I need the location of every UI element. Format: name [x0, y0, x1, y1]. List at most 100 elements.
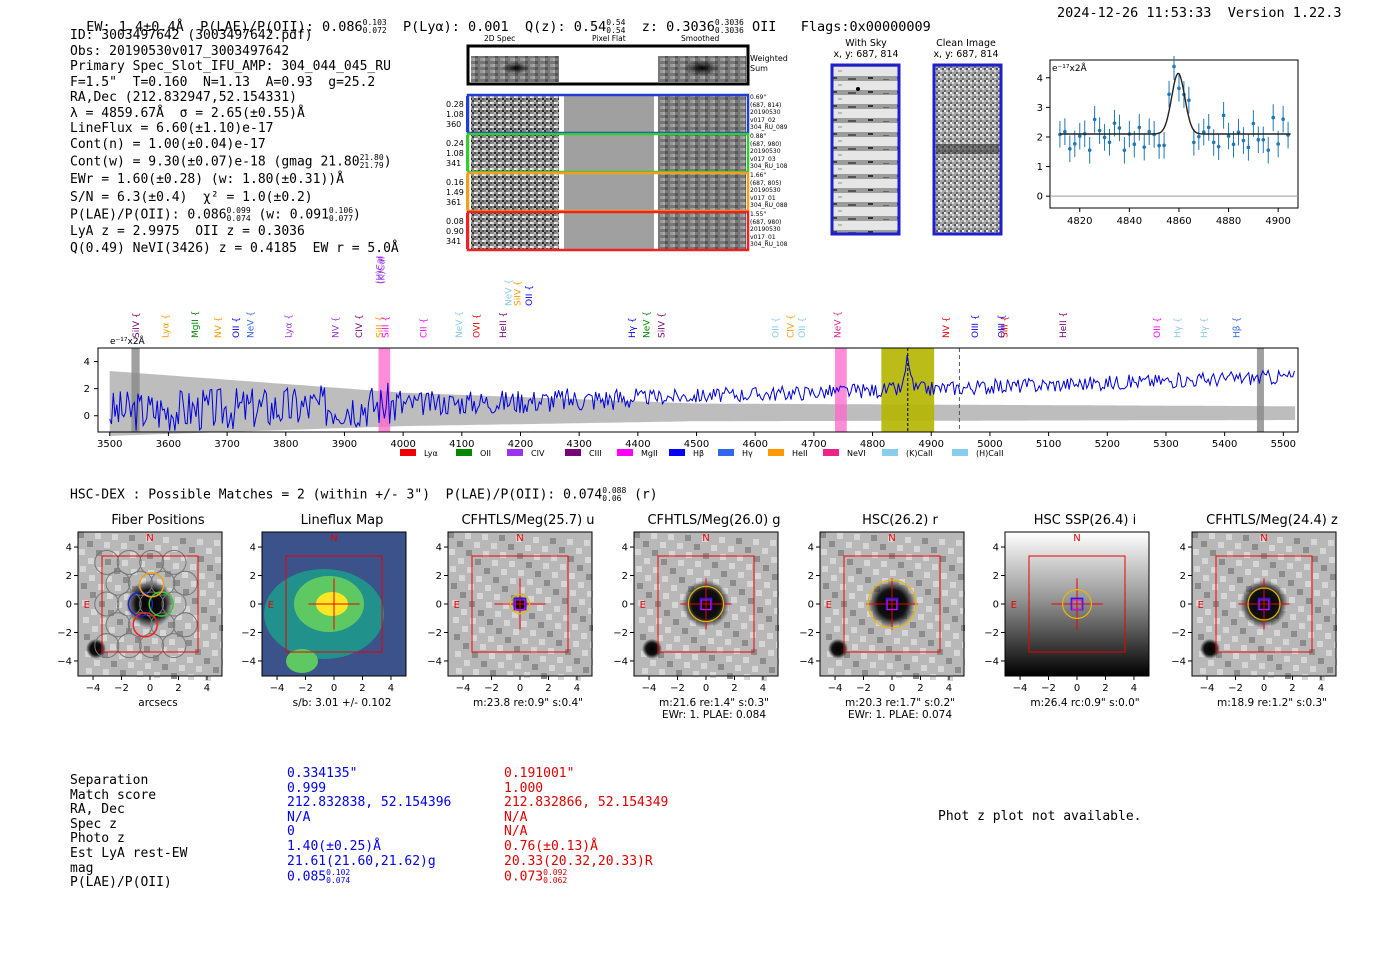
panel-ytick: 0	[808, 600, 814, 611]
col2-mag: 20.33(20.32,20.33)R	[504, 853, 653, 869]
panel-title: HSC(26.2) r	[862, 513, 938, 528]
panel-xtick: −2	[484, 683, 499, 694]
cutout-meta-d5: 304_RU_089	[750, 124, 788, 131]
legend-label: Hγ	[742, 449, 753, 458]
cutout-meta-d2: (687, 980)	[750, 218, 782, 226]
panel-ytick: −2	[1171, 628, 1186, 639]
zoom-data-point	[1216, 144, 1221, 149]
panel-ytick: 4	[1180, 543, 1186, 554]
panel-xtick: −2	[856, 683, 871, 694]
panel-title: CFHTLS/Meg(26.0) g	[647, 513, 781, 528]
cutout-stat-a: 0.16	[446, 178, 464, 187]
label-photo-z: Photo z	[70, 831, 125, 847]
zoom-data-point	[1206, 125, 1211, 130]
panel-caption: m:20.3 re:1.7" s:0.2" EWr: 1. PLAE: 0.074	[815, 697, 985, 721]
panel-ytick: −4	[427, 656, 442, 667]
panel-xtick: 2	[545, 683, 551, 694]
col1-match-score: 0.999	[287, 780, 327, 796]
line-id-label: SiII {	[376, 316, 386, 338]
cutout-meta-d3: 20190530	[750, 109, 781, 116]
full-spec-ytick: 2	[84, 384, 90, 395]
info-primary: Primary Spec_Slot_IFU_AMP: 304_044_045_R…	[70, 59, 391, 74]
full-spec-xtick: 4700	[801, 439, 826, 450]
line-id-label: SiII {	[1001, 316, 1011, 338]
panel-xtick: −4	[828, 683, 843, 694]
full-spec-frame	[97, 347, 1299, 433]
col1-spec-z: N/A	[287, 809, 311, 825]
cutout-meta-d3: 20190530	[750, 148, 781, 155]
line-id-label: OIII {	[998, 314, 1008, 338]
info-sn: S/N = 6.3(±0.4) χ² = 1.0(±0.2)	[70, 189, 313, 205]
label-radec: RA, Dec	[70, 802, 125, 818]
zoom-data-point	[1236, 130, 1241, 134]
panel-ytick: 2	[993, 571, 999, 582]
east-label: E	[1011, 600, 1017, 611]
panel-ytick: 0	[993, 600, 999, 611]
full-spec-xtick: 5200	[1095, 439, 1120, 450]
zoom-data-point	[1226, 134, 1231, 138]
label-mag: mag	[70, 860, 94, 876]
panel-ytick: 2	[436, 571, 442, 582]
col2-plae-up: 0.092	[543, 868, 568, 878]
panel-xtick: −4	[456, 683, 471, 694]
panel-caption: m:26.4 rc:0.9" s:0.0"	[1000, 697, 1170, 709]
full-spec-xtick: 4000	[390, 439, 415, 450]
legend-swatch	[400, 449, 416, 456]
panel-ytick: −4	[241, 656, 256, 667]
header-z-line: OII	[751, 19, 777, 35]
header-line: EW: 1.4±0.4Å P(LAE)/P(OII): 0.0860.103 0.…	[70, 3, 931, 36]
legend-swatch	[768, 449, 784, 456]
cutout-stat-c: 360	[446, 120, 462, 129]
cutout-rows	[466, 93, 750, 252]
zoom-data-point	[1197, 134, 1201, 139]
panel-xtick: 2	[1102, 683, 1108, 694]
panel-image-u: N E 4 −4 2 −2 0 0 −2 2 −4 4	[427, 531, 593, 694]
zoom-data-point	[1068, 146, 1072, 151]
panel-xtick: −4	[270, 683, 285, 694]
info-plae-up: 0.099	[226, 206, 251, 215]
zoom-data-point	[1157, 143, 1161, 148]
panel-xtick: −4	[1200, 683, 1215, 694]
col1-plae-lo: 0.074	[326, 876, 351, 886]
panel-ytick: 4	[993, 543, 999, 554]
panel-xtick: 4	[1131, 683, 1137, 694]
zoom-data-point	[1261, 137, 1266, 142]
zoom-xtick: 4840	[1117, 216, 1142, 227]
full-spec-xtick: 4100	[449, 439, 474, 450]
cutout-stat-a: 0.28	[446, 100, 464, 109]
north-label: N	[888, 533, 895, 544]
line-id-label: OII {	[1153, 317, 1163, 338]
zoom-data-point	[1117, 126, 1122, 130]
zoom-data-point	[1122, 148, 1127, 153]
info-contn: Cont(n) = 1.00(±0.04)e-17	[70, 136, 266, 152]
panel-xtick: −4	[86, 683, 101, 694]
col2-separation: 0.191001"	[504, 766, 575, 781]
header-ew: EW: 1.4±0.4Å	[86, 19, 184, 35]
panel-xtick: 2	[731, 683, 737, 694]
zoom-data-point	[1187, 98, 1191, 102]
cutout-row-meta: 1.55" (687, 980) 20190530 v017_01 304_RU_108	[750, 211, 787, 249]
panel-ytick: 2	[1180, 571, 1186, 582]
info-plae-w-up: 0.106	[328, 206, 354, 215]
zoom-data-point	[1102, 135, 1107, 140]
full-spec-xtick: 3500	[97, 439, 122, 450]
cutout-stat-b: 0.90	[446, 227, 464, 236]
full-spec-ytick: 4	[84, 357, 90, 368]
cutout-meta-d2: (687, 805)	[750, 179, 782, 187]
spectrum-error-band	[109, 371, 1296, 436]
match-table-col1: 0.334135" 0.999 212.832838, 52.154396 N/…	[287, 766, 451, 886]
header-qz-up: 0.54	[606, 18, 626, 27]
cutout-meta-d5: 304_RU_108	[750, 241, 788, 248]
col2-spec-z: N/A	[504, 809, 528, 825]
cutout-row-meta: 0.69" (687, 814) 20190530 v017_02 304_RU_089	[750, 94, 787, 132]
nevi-region	[835, 348, 847, 432]
line-id-label: NeV {	[643, 311, 653, 338]
zoom-data-point	[1256, 137, 1261, 142]
panel-ytick: −2	[427, 628, 442, 639]
match-table-col2: 0.191001" 1.000 212.832866, 52.154349 N/…	[504, 766, 668, 885]
line-id-label: CII {	[420, 318, 430, 338]
east-label: E	[826, 600, 832, 611]
legend-label: (K)CaII	[906, 449, 933, 458]
zoom-data-point	[1281, 117, 1285, 122]
panel-caption-line1: m:18.9 re:1.2" s:0.3"	[1217, 697, 1327, 709]
